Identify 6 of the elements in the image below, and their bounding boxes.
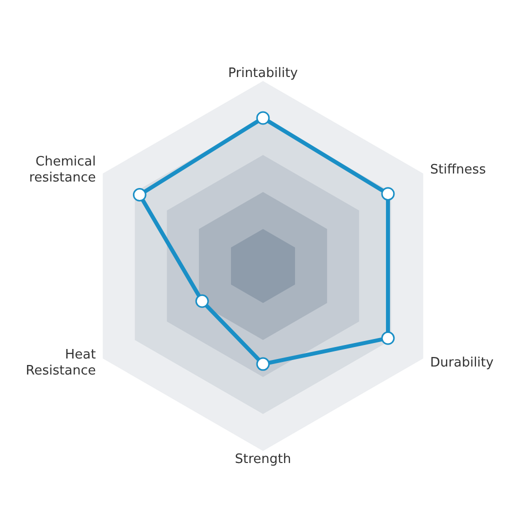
spoke-label: Durability — [430, 356, 494, 370]
spoke-label: Stiffness — [430, 162, 486, 178]
spoke-label: Heat Resistance — [26, 348, 96, 378]
spoke-label: Printability — [228, 66, 298, 81]
spoke-label: Strength — [234, 452, 292, 467]
spoke-label: Chemical resistance — [29, 154, 96, 186]
